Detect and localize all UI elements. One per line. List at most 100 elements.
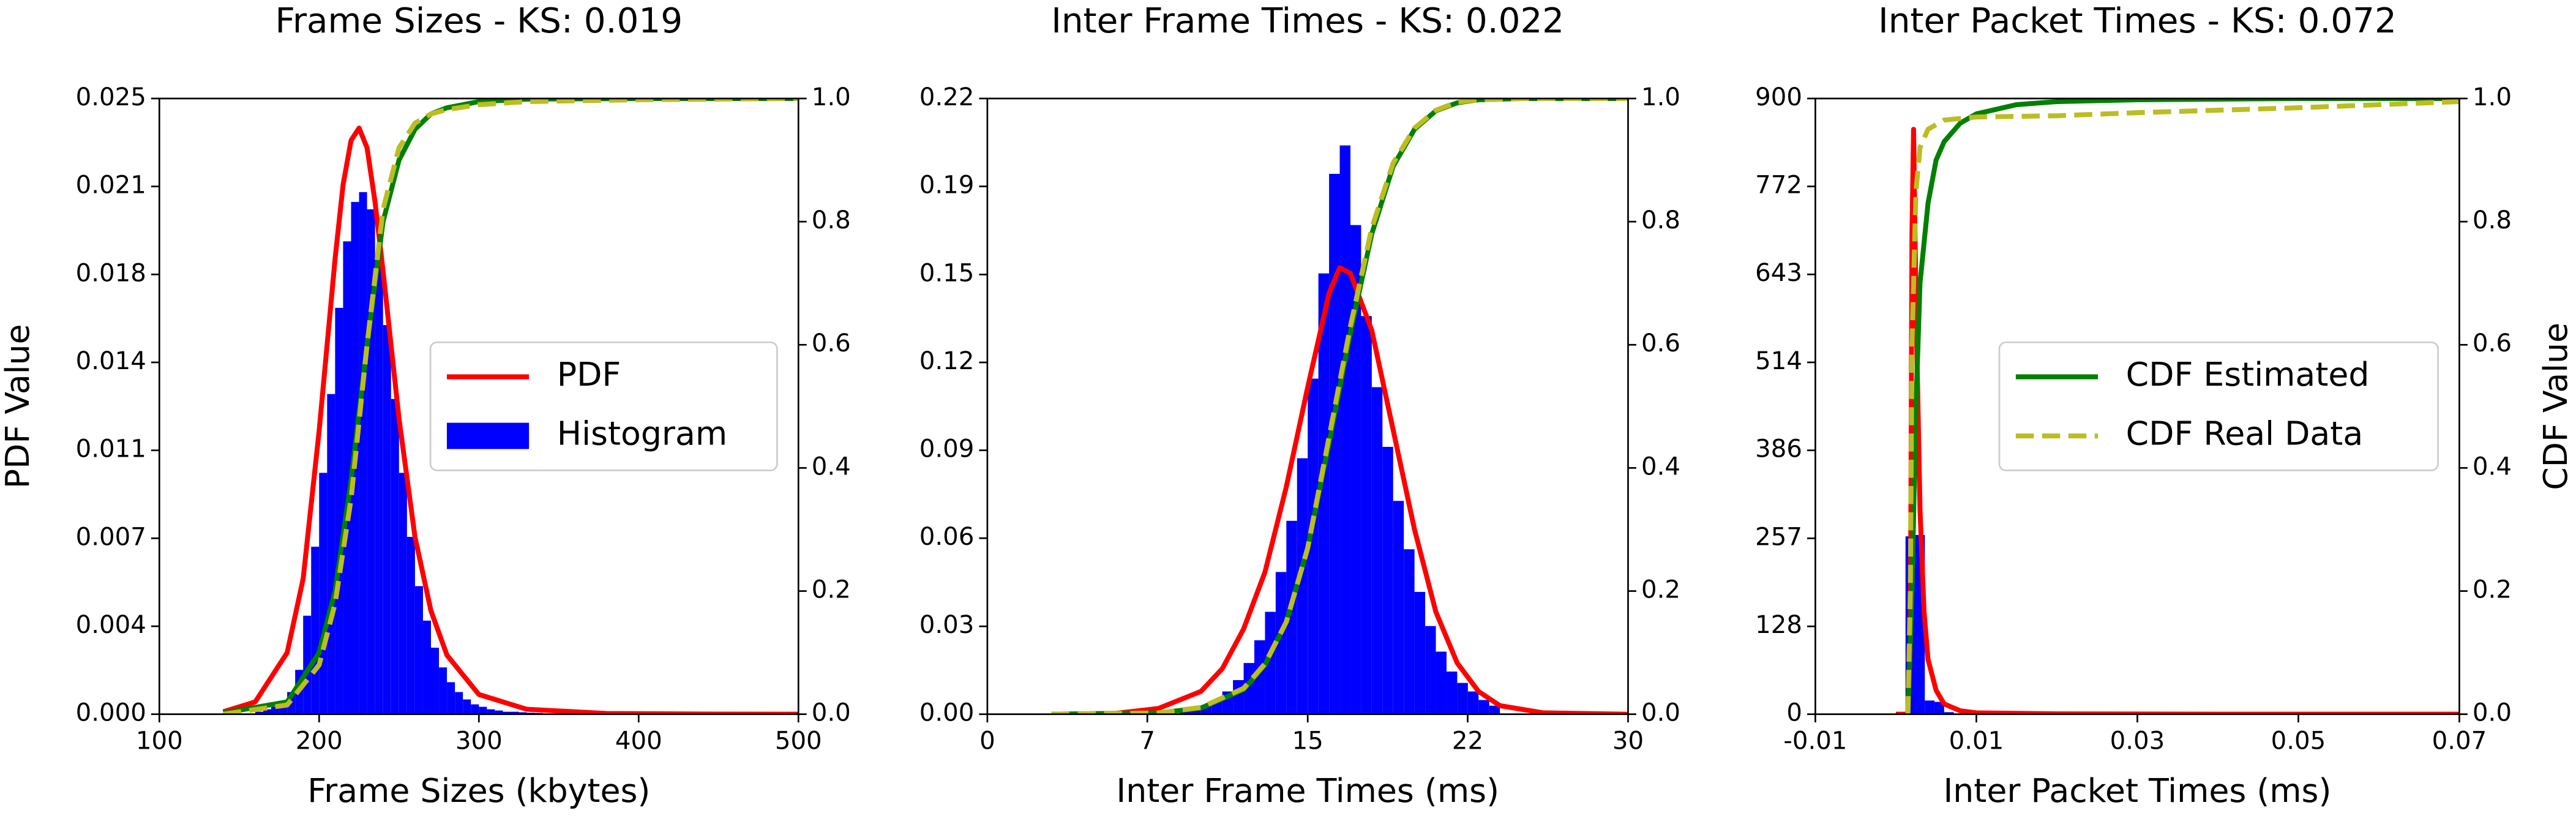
histogram-bar: [1371, 387, 1383, 714]
y-tick-label: 0.12: [919, 347, 975, 375]
histogram-bar: [343, 241, 351, 714]
y-tick-label: 0.018: [76, 259, 146, 287]
y-tick-label: 643: [1755, 259, 1802, 287]
histogram-bar: [319, 473, 328, 714]
y-tick-label: 0: [1786, 699, 1802, 727]
x-tick-label: 0.05: [2271, 727, 2326, 755]
legend-label: CDF Real Data: [2126, 414, 2364, 453]
axes-frame: [158, 97, 799, 716]
cdf-line: [1905, 99, 2460, 714]
y-tick-label: 900: [1755, 83, 1802, 111]
x-tick-label: 500: [775, 727, 822, 755]
y2-tick-label: 0.6: [812, 329, 851, 357]
y2-tick-label: 0.2: [2473, 576, 2512, 604]
axes-frame: [1814, 97, 2460, 716]
y2-tick-label: 0.8: [1641, 206, 1680, 234]
y2-tick-label: 0.8: [2473, 206, 2512, 234]
legend-box: [1998, 341, 2439, 471]
x-axis-label: Inter Frame Times (ms): [1116, 771, 1499, 810]
x-tick-label: -0.01: [1783, 727, 1847, 755]
histogram-bar: [1934, 702, 1944, 714]
x-tick-label: 300: [455, 727, 503, 755]
histogram-bar: [511, 711, 519, 714]
y2-tick-label: 0.6: [1641, 329, 1680, 357]
histogram-bar: [495, 710, 503, 714]
y-tick-label: 0.22: [919, 83, 975, 111]
y-tick-label: 0.00: [919, 699, 975, 727]
histogram-bar: [327, 394, 335, 714]
histogram-bar: [1478, 700, 1489, 714]
legend-label: CDF Estimated: [2126, 355, 2370, 394]
y2-tick-label: 1.0: [2473, 83, 2512, 111]
y2-tick-label: 0.0: [1641, 699, 1680, 727]
histogram-bar: [487, 709, 495, 714]
histogram-bar: [1925, 700, 1935, 714]
histogram-bar: [1425, 626, 1436, 714]
y-tick-label: 0.025: [76, 83, 146, 111]
legend-label: Histogram: [557, 414, 727, 453]
histogram-bar: [447, 682, 455, 714]
y-tick-label: 0.004: [76, 611, 146, 639]
y-tick-label: 0.03: [919, 611, 975, 639]
histogram-bar: [519, 712, 527, 714]
x-tick-label: 7: [1139, 727, 1155, 755]
histogram-bar: [303, 615, 312, 714]
histogram-bar: [463, 699, 471, 714]
y-tick-label: 772: [1755, 171, 1802, 200]
histogram-bar: [1297, 458, 1308, 714]
histogram-bar: [479, 706, 487, 714]
y-tick-label: 0.06: [919, 523, 975, 551]
x-tick-label: 30: [1612, 727, 1644, 755]
y-tick-label: 128: [1755, 611, 1802, 639]
histogram-bar: [1414, 591, 1426, 714]
histogram-bar: [1382, 447, 1393, 714]
x-tick-label: 400: [615, 727, 662, 755]
histogram-bar: [439, 667, 447, 714]
histogram-bar: [391, 399, 399, 714]
histogram-bar: [1489, 705, 1500, 714]
legend-swatch: [446, 422, 530, 449]
histogram-bar: [1329, 174, 1340, 714]
histogram-bar: [263, 709, 272, 714]
y-tick-label: 514: [1755, 347, 1802, 375]
plot-area: [1051, 98, 1628, 714]
histogram-bar: [359, 192, 367, 714]
y2-axis-label: CDF Value: [2536, 323, 2575, 490]
histogram-bar: [311, 547, 320, 714]
subplot-title: Inter Frame Times - KS: 0.022: [1051, 1, 1564, 41]
y2-tick-label: 0.2: [812, 576, 851, 604]
y-tick-label: 0.014: [76, 347, 146, 375]
y-tick-label: 0.000: [76, 699, 146, 727]
cdf-line: [223, 98, 799, 714]
y-tick-label: 0.007: [76, 523, 146, 551]
histogram-bar: [335, 307, 343, 714]
y2-tick-label: 1.0: [812, 83, 851, 111]
y-tick-label: 0.011: [76, 435, 146, 463]
histogram-bar: [1190, 708, 1201, 714]
y2-tick-label: 0.8: [812, 206, 851, 234]
y2-tick-label: 0.4: [2473, 452, 2512, 481]
pdf-line: [222, 125, 799, 714]
histogram-bar: [375, 258, 383, 714]
histogram-bar: [1265, 612, 1276, 714]
histogram-bar: [255, 711, 263, 714]
y2-tick-label: 0.0: [2473, 699, 2512, 727]
histogram-bar: [1339, 145, 1350, 714]
histogram-bar: [1254, 640, 1265, 714]
histogram-bar: [430, 648, 440, 714]
y-tick-label: 257: [1755, 523, 1802, 551]
y-tick-label: 386: [1755, 435, 1802, 463]
y2-tick-label: 0.6: [2473, 329, 2512, 357]
cdf-line: [223, 98, 799, 714]
x-tick-label: 100: [136, 727, 183, 755]
y-tick-label: 0.19: [919, 171, 975, 199]
y2-tick-label: 0.2: [1641, 576, 1680, 604]
legend-label: PDF: [557, 355, 621, 394]
y-tick-label: 0.09: [919, 435, 975, 463]
histogram-bar: [1361, 316, 1372, 714]
histogram-bar: [383, 325, 391, 714]
histogram-bar: [406, 537, 415, 714]
x-tick-label: 200: [296, 727, 343, 755]
histogram-bar: [1286, 520, 1297, 714]
